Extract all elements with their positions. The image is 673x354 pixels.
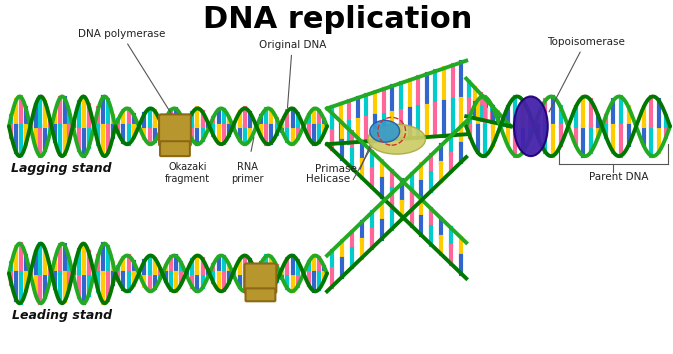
Text: Primase: Primase <box>315 164 357 174</box>
Ellipse shape <box>514 97 548 156</box>
Text: RNA
primer: RNA primer <box>232 162 264 184</box>
Text: Helicase: Helicase <box>306 174 350 184</box>
Text: Original DNA: Original DNA <box>258 40 326 108</box>
Text: DNA replication: DNA replication <box>203 5 472 34</box>
Text: Lagging stand: Lagging stand <box>11 162 112 175</box>
Text: Okazaki
fragment: Okazaki fragment <box>166 162 211 184</box>
FancyBboxPatch shape <box>246 289 275 301</box>
Text: Parent DNA: Parent DNA <box>589 172 648 182</box>
Ellipse shape <box>368 124 425 154</box>
Text: Leading stand: Leading stand <box>11 309 112 322</box>
Text: DNA polymerase: DNA polymerase <box>77 29 172 114</box>
FancyBboxPatch shape <box>160 141 190 156</box>
FancyBboxPatch shape <box>244 263 277 293</box>
Text: Topoisomerase: Topoisomerase <box>546 37 625 112</box>
FancyBboxPatch shape <box>159 114 191 146</box>
Ellipse shape <box>369 120 400 142</box>
